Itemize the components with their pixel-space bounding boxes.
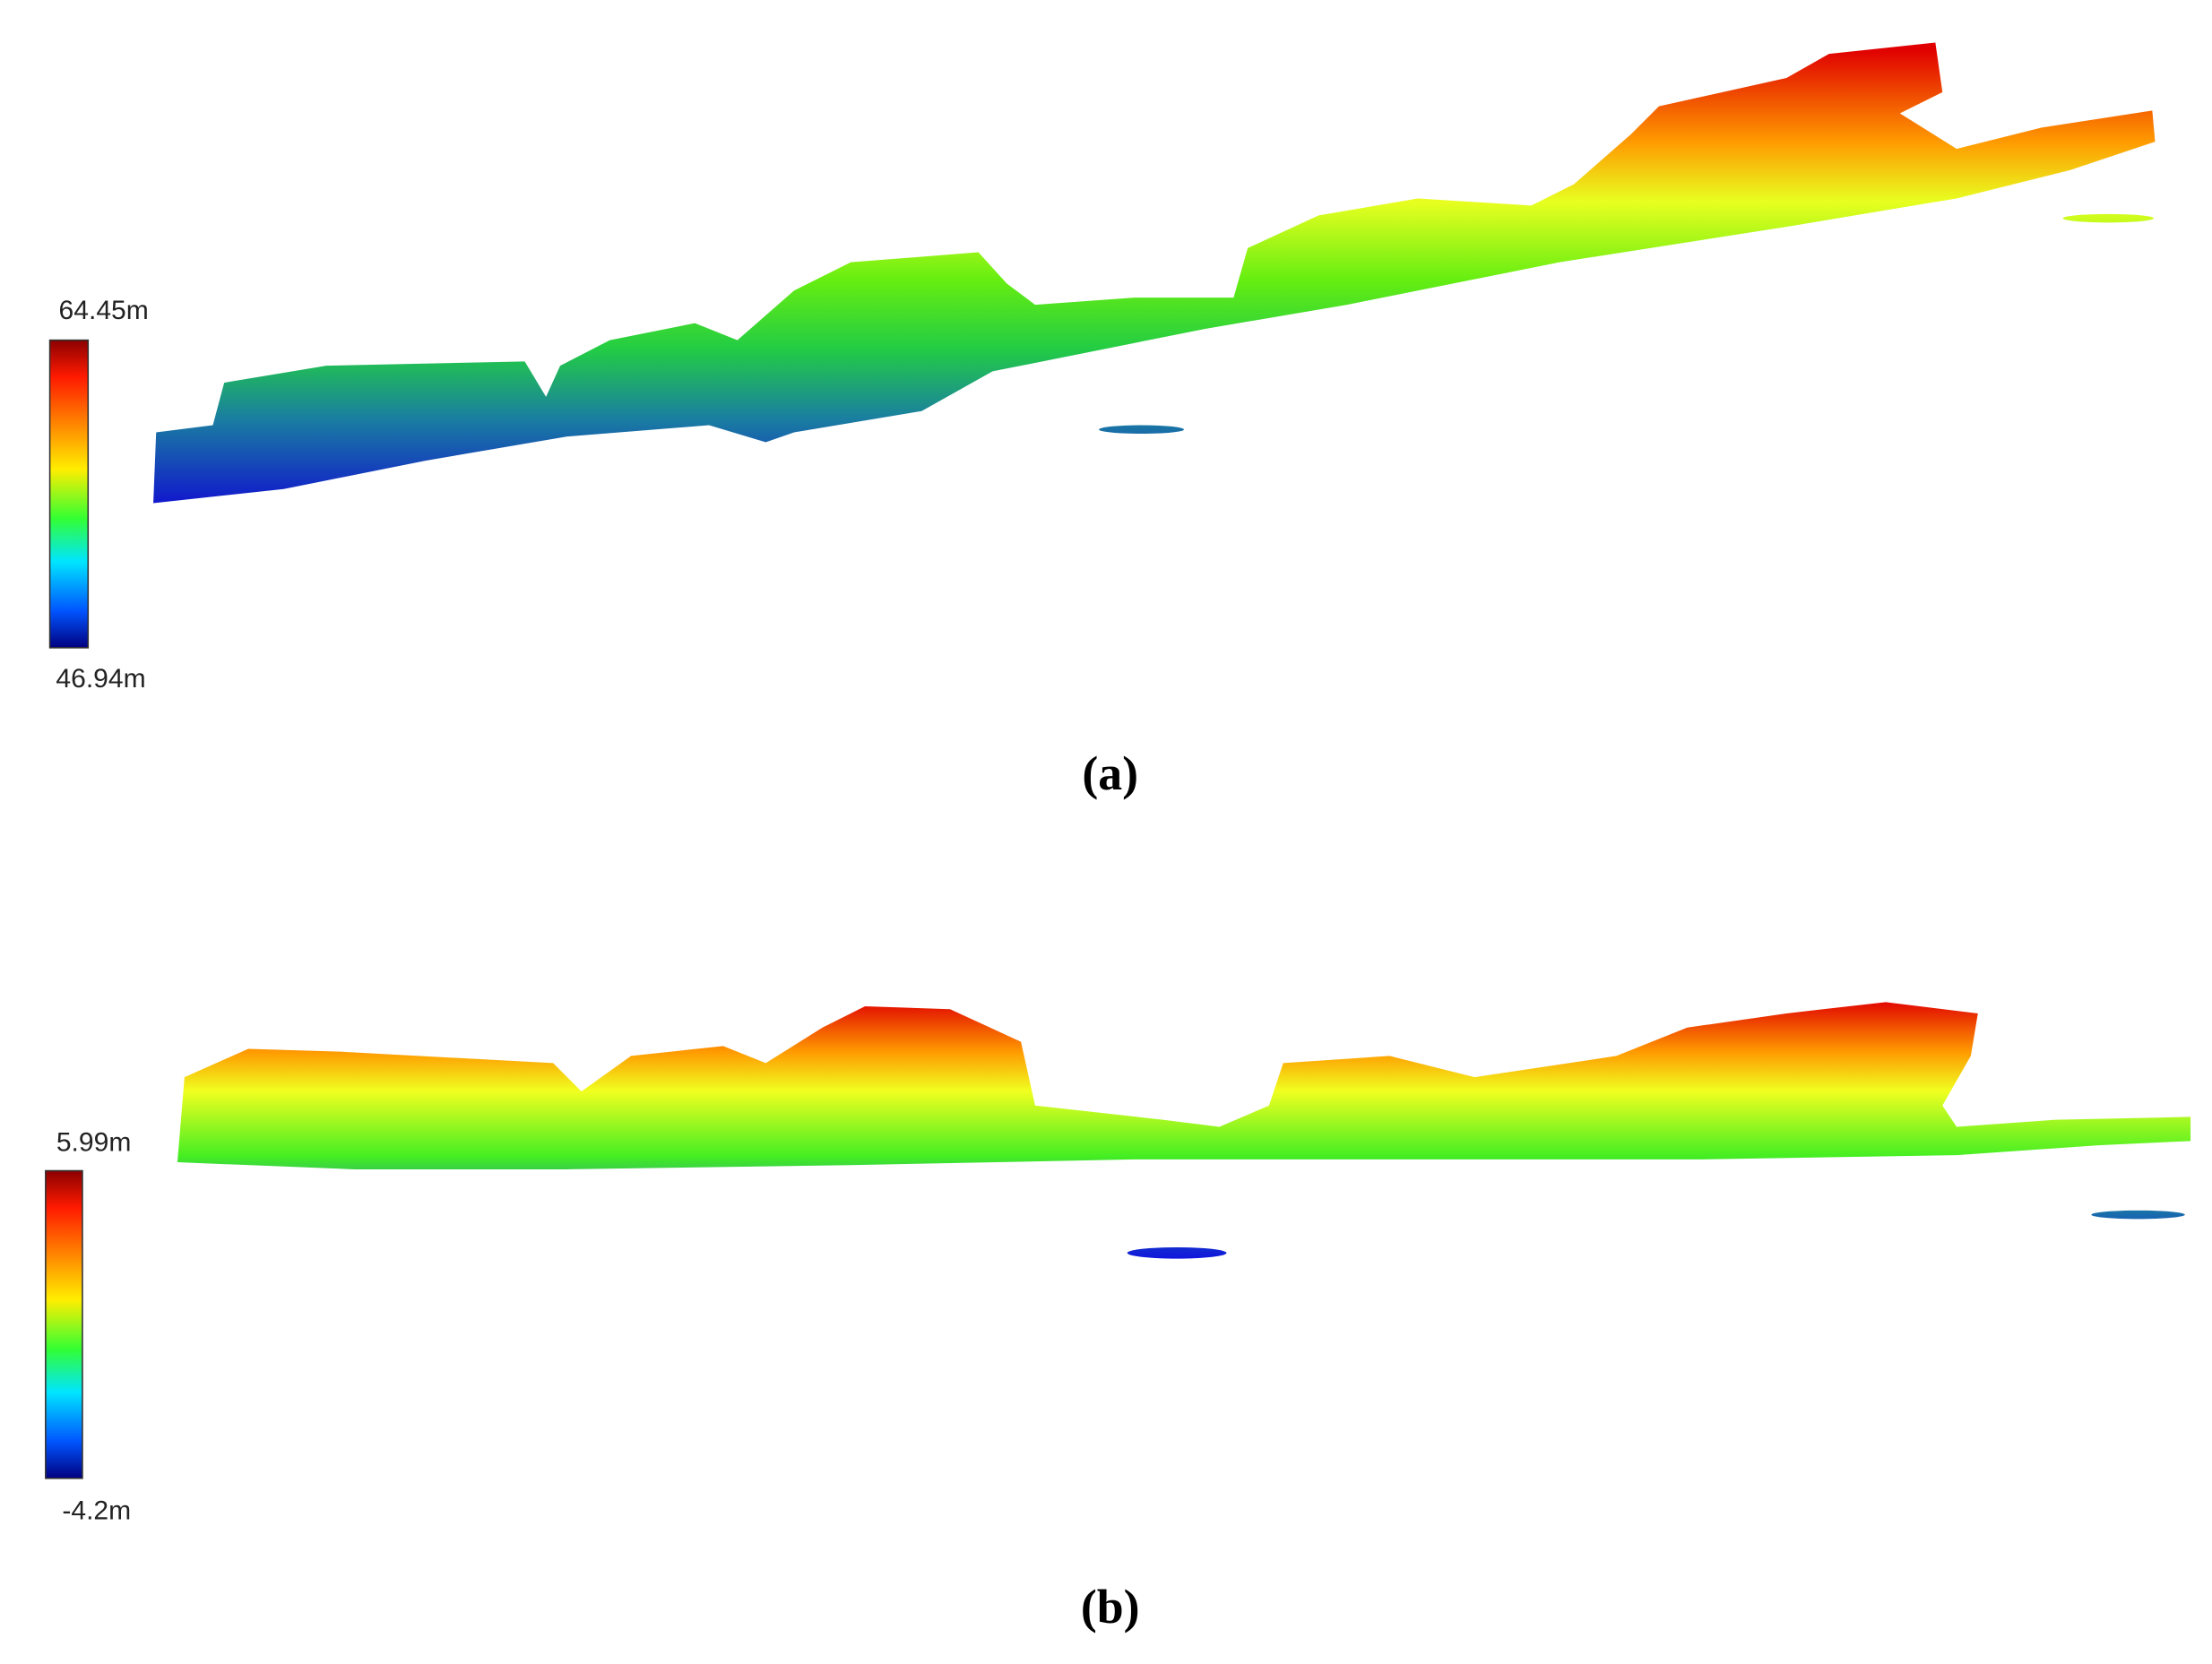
colorbar-max: 64.45m	[59, 296, 149, 325]
point-cloud	[1127, 1246, 1227, 1259]
panel-label: (b)	[1081, 1580, 1140, 1634]
colorbar-min: 46.94m	[56, 664, 145, 694]
colorbar-max: 5.99m	[56, 1127, 132, 1157]
point-cloud	[1099, 425, 1184, 435]
colorbar-min: -4.2m	[62, 1496, 131, 1526]
point-cloud	[2062, 213, 2154, 223]
colorbar	[48, 339, 90, 649]
point-cloud	[2091, 1210, 2185, 1220]
point-cloud	[177, 1002, 2191, 1169]
colorbar	[45, 1169, 83, 1479]
panel-label: (a)	[1082, 746, 1138, 800]
point-cloud	[153, 42, 2156, 504]
panel-b: 5.99m -4.2m (b)	[45, 1002, 2191, 1634]
panel-a: 64.45m 46.94m (a)	[48, 42, 2156, 800]
